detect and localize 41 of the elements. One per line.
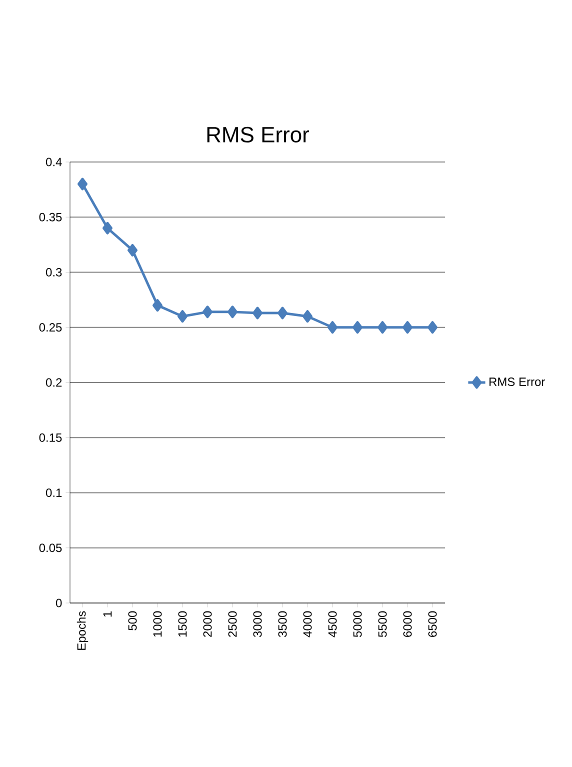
x-tick-label: 6000 xyxy=(403,611,412,637)
y-tick-label: 0.1 xyxy=(46,488,62,497)
point xyxy=(78,178,88,190)
y-tick-label: 0.25 xyxy=(39,323,62,332)
x-tick-label: 500 xyxy=(128,611,137,630)
point xyxy=(202,306,212,318)
x-tick-label: 5500 xyxy=(378,611,387,638)
point xyxy=(428,321,438,334)
x-tick-label: 2500 xyxy=(228,611,237,637)
point xyxy=(302,310,313,323)
point xyxy=(402,321,413,334)
x-tick-label: Epochs xyxy=(76,611,88,650)
x-tick-label: 5000 xyxy=(353,611,362,638)
y-tick-label: 0.15 xyxy=(39,433,62,442)
point xyxy=(128,244,138,256)
y-tick-label: 0.2 xyxy=(46,378,62,387)
x-tick-label: 1500 xyxy=(178,611,187,637)
point xyxy=(228,306,238,318)
y-tick-label: 0 xyxy=(56,598,62,608)
point xyxy=(102,222,112,234)
y-tick-label: 0.35 xyxy=(39,212,62,222)
x-tick-label: 4000 xyxy=(303,611,312,638)
x-tick-label: 4500 xyxy=(328,611,337,638)
x-tick-label: 3500 xyxy=(278,611,287,638)
x-tick-label: 1 xyxy=(103,611,112,617)
y-tick-label: 0.05 xyxy=(39,544,62,552)
x-tick-label: 3000 xyxy=(253,611,262,638)
legend-label: RMS Error xyxy=(490,378,545,386)
point xyxy=(278,306,288,320)
point xyxy=(178,310,188,323)
x-tick-label: 1000 xyxy=(153,611,162,637)
y-tick-label: 0.4 xyxy=(46,158,62,166)
point xyxy=(328,321,338,334)
point xyxy=(378,321,388,334)
point xyxy=(152,299,162,312)
y-tick-label: 0.3 xyxy=(46,268,62,276)
x-tick-label: 6500 xyxy=(428,611,437,637)
x-tick-label: 2000 xyxy=(203,611,212,637)
point xyxy=(352,321,363,334)
point xyxy=(252,306,263,320)
chart-title: RMS Error xyxy=(207,126,310,142)
